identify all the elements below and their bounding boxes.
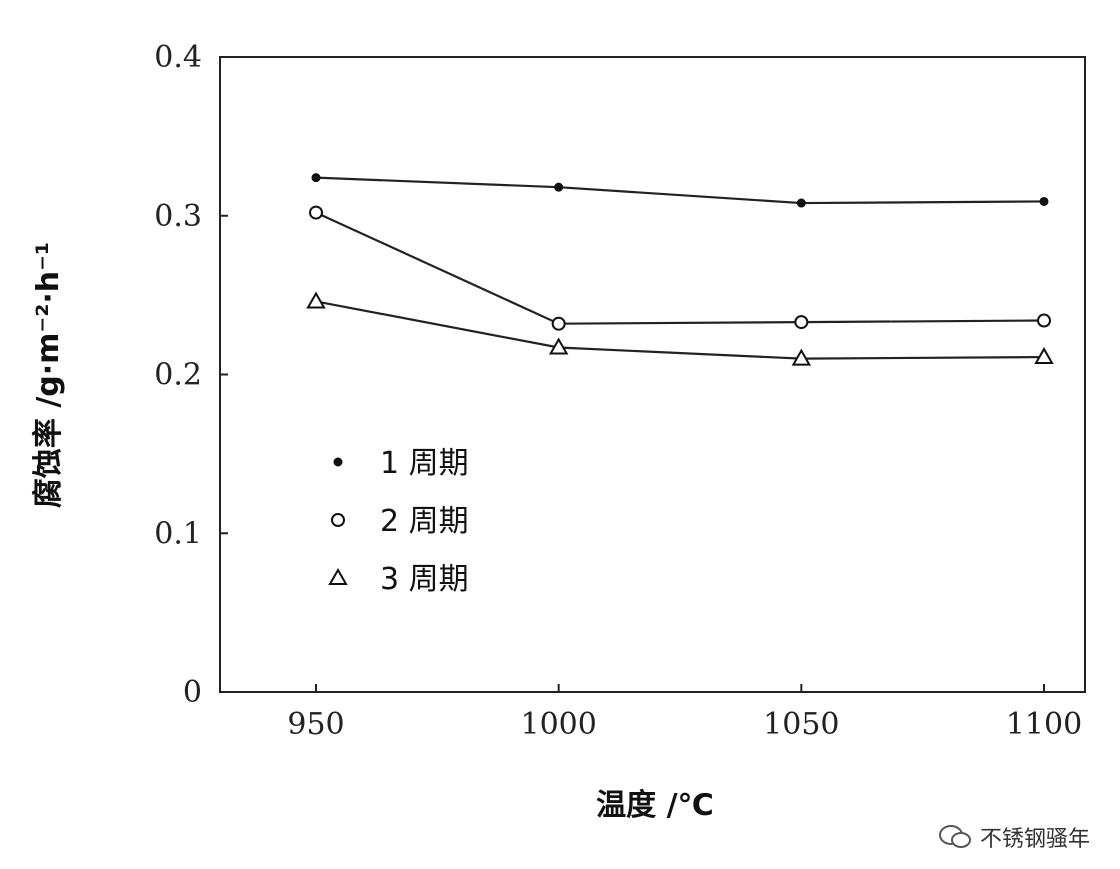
data-point-s2: [309, 205, 323, 220]
series-line-2: [315, 211, 1045, 325]
data-point-s2: [1037, 313, 1051, 328]
y-tick-label: 0.4: [154, 40, 202, 75]
y-tick-label: 0.2: [154, 358, 202, 393]
data-point-s1: [796, 198, 806, 208]
x-tick-label: 1100: [1006, 707, 1082, 742]
data-point-s2: [794, 315, 809, 330]
data-point-s3: [548, 337, 569, 355]
y-tick-label: 0.1: [154, 516, 202, 551]
legend-label-1: 1 周期: [380, 446, 469, 481]
legend-label-2: 2 周期: [380, 504, 469, 539]
watermark: 不锈钢骚年: [938, 821, 1090, 853]
series-line-3: [315, 300, 1045, 360]
x-tick-label: 950: [287, 707, 344, 742]
wechat-icon: [938, 825, 971, 848]
legend-marker-1: [333, 457, 343, 467]
legend-marker-2: [331, 513, 345, 527]
x-tick-label: 1000: [520, 707, 596, 742]
y-axis-label: 腐蚀率 /g·m⁻²·h⁻¹: [31, 242, 66, 508]
data-point-s2: [551, 316, 566, 331]
plot-frame: [219, 56, 1086, 693]
x-tick-label: 1050: [763, 707, 839, 742]
data-point-s1: [311, 173, 321, 183]
legend-marker-3: [328, 567, 348, 585]
y-tick-label: 0.3: [154, 199, 202, 234]
data-point-s3: [1034, 347, 1054, 365]
data-point-s3: [306, 291, 326, 309]
data-point-s1: [1039, 196, 1049, 206]
data-point-s3: [791, 348, 812, 366]
series-line-1: [315, 176, 1045, 205]
legend-label-3: 3 周期: [380, 562, 469, 597]
y-tick-label: 0: [183, 675, 202, 710]
x-axis-label: 温度 /℃: [596, 788, 714, 823]
data-point-s1: [554, 182, 564, 192]
watermark-text: 不锈钢骚年: [979, 827, 1090, 852]
